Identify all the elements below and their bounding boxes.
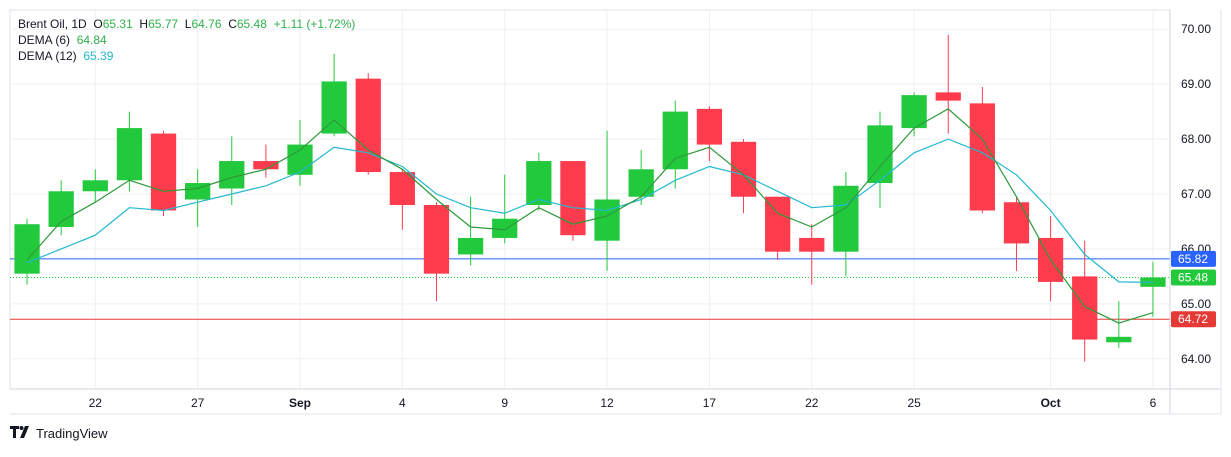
y-tick-label: 67.00 xyxy=(1181,187,1211,201)
candle-body xyxy=(14,224,40,274)
candle-body xyxy=(1106,336,1132,343)
candle-body xyxy=(185,183,211,200)
ohlc-row: Brent Oil, 1D O65.31 H65.77 L64.76 C65.4… xyxy=(18,17,356,31)
candle-body xyxy=(560,161,586,236)
candle-body xyxy=(628,169,654,197)
candle-body xyxy=(389,172,415,205)
y-tick-label: 69.00 xyxy=(1181,77,1211,91)
price-tag-label: 64.72 xyxy=(1178,312,1208,326)
candle-body xyxy=(935,92,961,101)
candle-body xyxy=(82,180,108,192)
candle-body xyxy=(969,103,995,211)
candle-body xyxy=(526,161,552,205)
dema12-label: DEMA (12) xyxy=(18,49,77,63)
candle-body xyxy=(765,196,791,252)
symbol-name[interactable]: Brent Oil xyxy=(18,17,65,31)
tradingview-brand[interactable]: TradingView xyxy=(10,426,108,441)
low-label: L xyxy=(184,17,192,31)
brand-name: TradingView xyxy=(36,426,108,441)
x-tick-label: 22 xyxy=(89,396,103,410)
low-value: 64.76 xyxy=(191,17,222,31)
change-value: +1.11 (+1.72%) xyxy=(273,17,356,31)
candle-body xyxy=(662,111,688,170)
price-tag-label: 65.48 xyxy=(1178,270,1208,284)
candles xyxy=(14,34,1166,362)
y-tick-label: 64.00 xyxy=(1181,352,1211,366)
dema6-line xyxy=(26,108,1154,324)
price-tag-label: 65.82 xyxy=(1178,252,1208,266)
price-tag-bg xyxy=(1171,311,1216,328)
candle-body xyxy=(867,125,893,184)
x-tick-label: Sep xyxy=(289,396,311,410)
candle-body xyxy=(150,133,177,211)
candle-body xyxy=(219,161,245,189)
tradingview-logo-icon xyxy=(10,426,32,441)
candle-body xyxy=(730,141,757,197)
price-tag-bg xyxy=(1171,250,1216,267)
candle-body xyxy=(253,161,279,170)
candle-body xyxy=(594,199,620,241)
close-value: 65.48 xyxy=(236,17,267,31)
open-value: 65.31 xyxy=(102,17,133,31)
x-tick-label: 9 xyxy=(501,396,508,410)
x-tick-label: Oct xyxy=(1041,396,1061,410)
open-label: O xyxy=(93,17,103,31)
dema-lines xyxy=(26,108,1154,324)
price-tag-bg xyxy=(1171,269,1216,286)
x-tick-label: 6 xyxy=(1150,396,1157,410)
candle-body xyxy=(321,81,347,134)
candle-body xyxy=(355,78,381,173)
candle-body xyxy=(116,128,143,181)
dema6-row[interactable]: DEMA (6) 64.84 xyxy=(18,32,355,48)
candle-body xyxy=(1003,202,1030,244)
candle-body xyxy=(457,237,484,255)
candle-body xyxy=(799,237,825,252)
chart-legend: Brent Oil, 1D O65.31 H65.77 L64.76 C65.4… xyxy=(18,16,355,64)
x-tick-label: 12 xyxy=(600,396,614,410)
y-tick-label: 68.00 xyxy=(1181,132,1211,146)
high-value: 65.77 xyxy=(148,17,179,31)
candle-body xyxy=(833,185,859,252)
y-tick-label: 70.00 xyxy=(1181,22,1211,36)
dema12-line xyxy=(26,138,1153,283)
x-tick-label: 25 xyxy=(907,396,921,410)
dema6-label: DEMA (6) xyxy=(18,33,71,47)
y-tick-label: 65.00 xyxy=(1181,297,1211,311)
dema12-row[interactable]: DEMA (12) 65.39 xyxy=(18,48,355,64)
candle-body xyxy=(287,144,313,175)
x-tick-label: 22 xyxy=(805,396,819,410)
price-lines xyxy=(10,258,1170,320)
candle-body xyxy=(492,218,518,238)
candle-body xyxy=(1072,276,1098,340)
plot-frame xyxy=(9,9,1171,390)
candle-body xyxy=(1140,277,1166,287)
x-tick-label: 4 xyxy=(399,396,406,410)
dema6-value: 64.84 xyxy=(76,33,107,47)
high-label: H xyxy=(139,17,149,31)
close-label: C xyxy=(228,17,237,31)
candle-body xyxy=(423,204,450,274)
candle-body xyxy=(901,95,927,129)
candle-body xyxy=(696,108,723,145)
x-tick-label: 17 xyxy=(703,396,717,410)
interval[interactable]: 1D xyxy=(71,17,87,31)
grid xyxy=(9,9,1171,390)
x-tick-label: 27 xyxy=(191,396,205,410)
dema12-value: 65.39 xyxy=(83,49,114,63)
